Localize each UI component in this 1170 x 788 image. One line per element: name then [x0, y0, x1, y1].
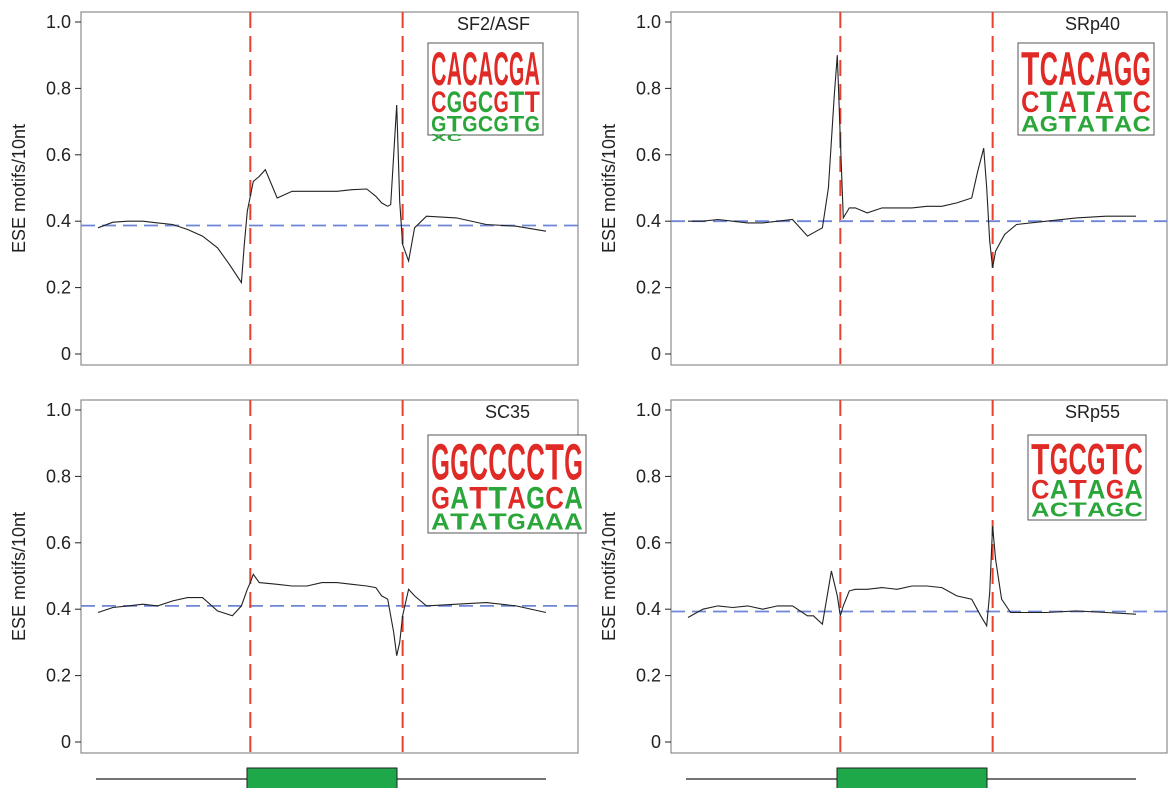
- logo-letter: G: [1040, 111, 1058, 136]
- series-line: [98, 574, 546, 655]
- logo-letter: G: [507, 508, 526, 534]
- logo-letter: T: [1069, 500, 1087, 522]
- panel-title: SF2/ASF: [457, 14, 530, 34]
- y-tick-label: 0: [61, 344, 71, 364]
- y-tick-label: 1.0: [636, 12, 661, 32]
- logo-letter: T: [488, 508, 507, 534]
- y-axis-title: ESE motifs/10nt: [9, 512, 29, 641]
- sequence-logo: T C A C A G GC T A T A T CA G T A T A C: [1018, 43, 1154, 137]
- y-tick-label: 0.6: [636, 145, 661, 165]
- y-tick-label: 0.2: [636, 278, 661, 298]
- y-tick-label: 0.6: [636, 533, 661, 553]
- y-tick-label: 0.4: [46, 211, 71, 231]
- y-tick-label: 0.8: [46, 466, 71, 486]
- logo-letter: C: [1050, 500, 1068, 522]
- y-tick-label: 0: [651, 344, 661, 364]
- sequence-logo: G G C C C C T GG A T T A G C AA T A T G A A A: [428, 434, 586, 535]
- y-tick-label: 0.2: [46, 666, 71, 686]
- y-axis-title: ESE motifs/10nt: [9, 124, 29, 253]
- logo-letter: C: [1133, 111, 1152, 136]
- y-axis-title: ESE motifs/10nt: [599, 512, 619, 641]
- logo-letter: X: [431, 133, 447, 144]
- y-tick-label: 0.8: [46, 78, 71, 98]
- exon-schematic-2: [686, 768, 1136, 788]
- panel-title: SRp40: [1065, 14, 1120, 34]
- exon-box: [837, 768, 987, 788]
- logo-letter: T: [1058, 111, 1077, 136]
- y-tick-label: 0: [651, 732, 661, 752]
- sequence-logo: C A C A C G AC G G C G T TG T G C G T GX C: [428, 43, 543, 144]
- y-tick-label: 1.0: [636, 400, 661, 420]
- logo-letter: T: [1095, 111, 1114, 136]
- logo-letter: A: [469, 508, 488, 534]
- logo-letter: G: [525, 111, 540, 136]
- y-tick-label: 0.8: [636, 78, 661, 98]
- y-tick-label: 0.4: [636, 211, 661, 231]
- y-tick-label: 1.0: [46, 12, 71, 32]
- logo-letter: A: [526, 508, 545, 534]
- logo-letter: A: [1021, 111, 1040, 136]
- y-tick-label: 0.6: [46, 533, 71, 553]
- logo-letter: C: [1125, 500, 1143, 522]
- panel-title: SC35: [485, 402, 530, 422]
- exon-schematic-1: [96, 768, 546, 788]
- y-tick-label: 0.4: [46, 599, 71, 619]
- logo-letter: A: [1087, 500, 1105, 522]
- y-tick-label: 0.4: [636, 599, 661, 619]
- logo-letter: A: [431, 508, 450, 534]
- y-tick-label: 1.0: [46, 400, 71, 420]
- y-tick-label: 0: [61, 732, 71, 752]
- logo-letter: G: [493, 111, 508, 136]
- logo-letter: A: [1114, 111, 1133, 136]
- exon-box: [247, 768, 397, 788]
- y-tick-label: 0.6: [46, 145, 71, 165]
- logo-letter: A: [545, 508, 564, 534]
- sequence-logo: T G C G T CC A T A G AA C T A G C: [1028, 435, 1146, 522]
- y-tick-label: 0.2: [636, 666, 661, 686]
- logo-letter: C: [478, 111, 494, 136]
- logo-letter: A: [1077, 111, 1096, 136]
- logo-letter: A: [564, 508, 583, 534]
- chart-panel-3: 0 0.2 0.4 0.6 0.8 1.0 ESE motifs/10nt SC35 G G C C C…: [9, 400, 586, 753]
- panel-title: SRp55: [1065, 402, 1120, 422]
- logo-letter: T: [450, 508, 469, 534]
- logo-letter: G: [1106, 500, 1124, 522]
- y-tick-label: 0.2: [46, 278, 71, 298]
- y-tick-label: 0.8: [636, 466, 661, 486]
- logo-letter: T: [509, 111, 525, 136]
- logo-letter: A: [1031, 500, 1049, 522]
- logo-letter: C: [447, 133, 462, 144]
- logo-letter: G: [462, 111, 477, 136]
- y-axis-title: ESE motifs/10nt: [599, 124, 619, 253]
